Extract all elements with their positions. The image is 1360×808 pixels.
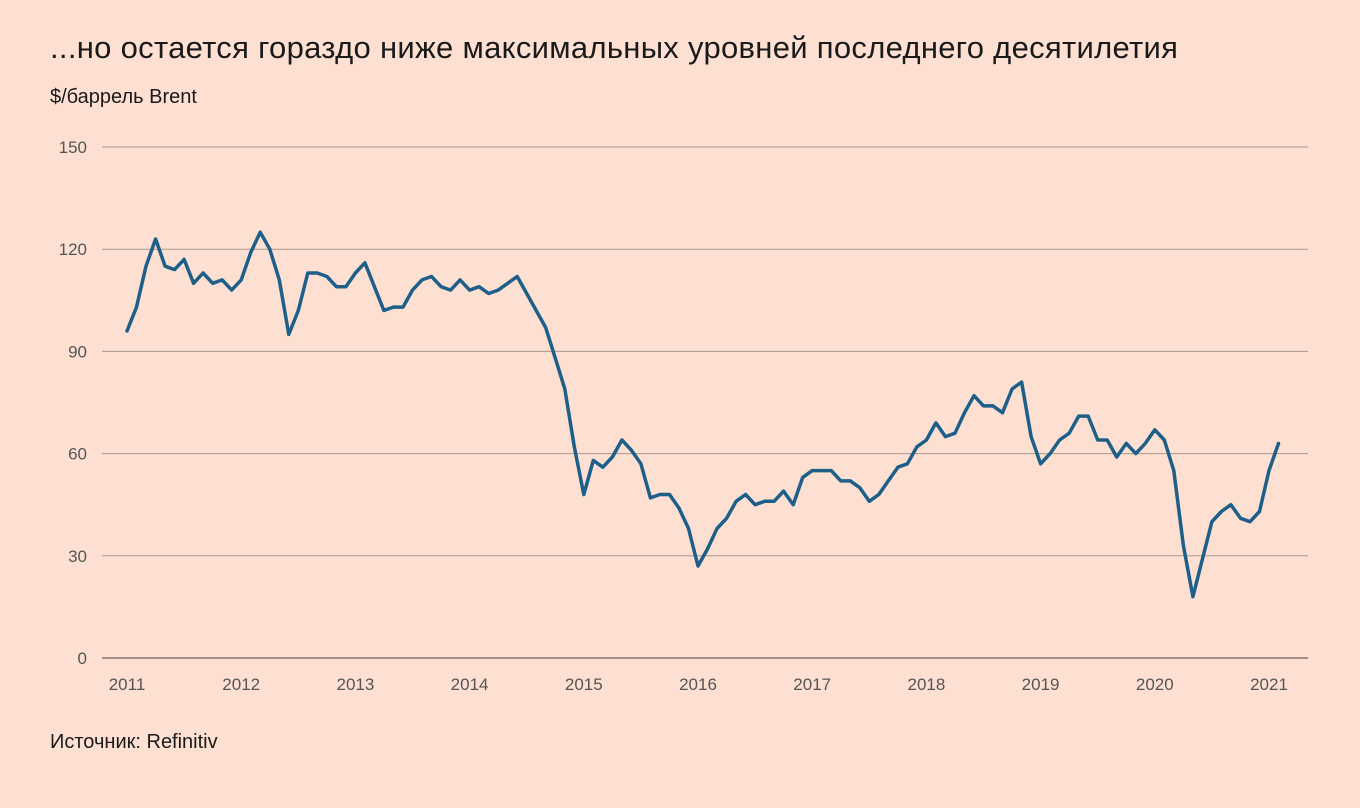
y-tick-label-60: 60: [68, 445, 87, 464]
x-tick-label-2018: 2018: [907, 675, 945, 694]
series-line-0: [125, 230, 1281, 599]
y-tick-label-30: 30: [68, 547, 87, 566]
x-tick-label-2021: 2021: [1250, 675, 1288, 694]
x-tick-label-2019: 2019: [1022, 675, 1060, 694]
y-tick-label-150: 150: [59, 138, 87, 157]
x-tick-label-2011: 2011: [109, 675, 146, 694]
x-axis-ticks: 2011 2012 2013 2014 2015 2016 2017 2018 2019 2020…: [109, 675, 1288, 694]
x-tick-label-2015: 2015: [565, 675, 603, 694]
y-axis-ticks: 0 30 60 90 120 150: [59, 138, 87, 668]
x-tick-label-2014: 2014: [451, 675, 489, 694]
series-layer: [125, 230, 1281, 599]
y-tick-label-0: 0: [78, 649, 87, 668]
x-tick-label-2013: 2013: [336, 675, 374, 694]
x-tick-label-2012: 2012: [222, 675, 260, 694]
gridlines: [102, 146, 1308, 659]
x-tick-label-2016: 2016: [679, 675, 717, 694]
chart-title: ...но остается гораздо ниже максимальных…: [50, 30, 1179, 65]
source-note: Источник: Refinitiv: [50, 731, 218, 753]
y-tick-label-120: 120: [59, 240, 87, 259]
y-tick-label-90: 90: [68, 342, 87, 361]
x-tick-label-2017: 2017: [793, 675, 831, 694]
y-axis-unit-label: $/баррель Brent: [50, 86, 197, 108]
x-tick-label-2020: 2020: [1136, 675, 1174, 694]
